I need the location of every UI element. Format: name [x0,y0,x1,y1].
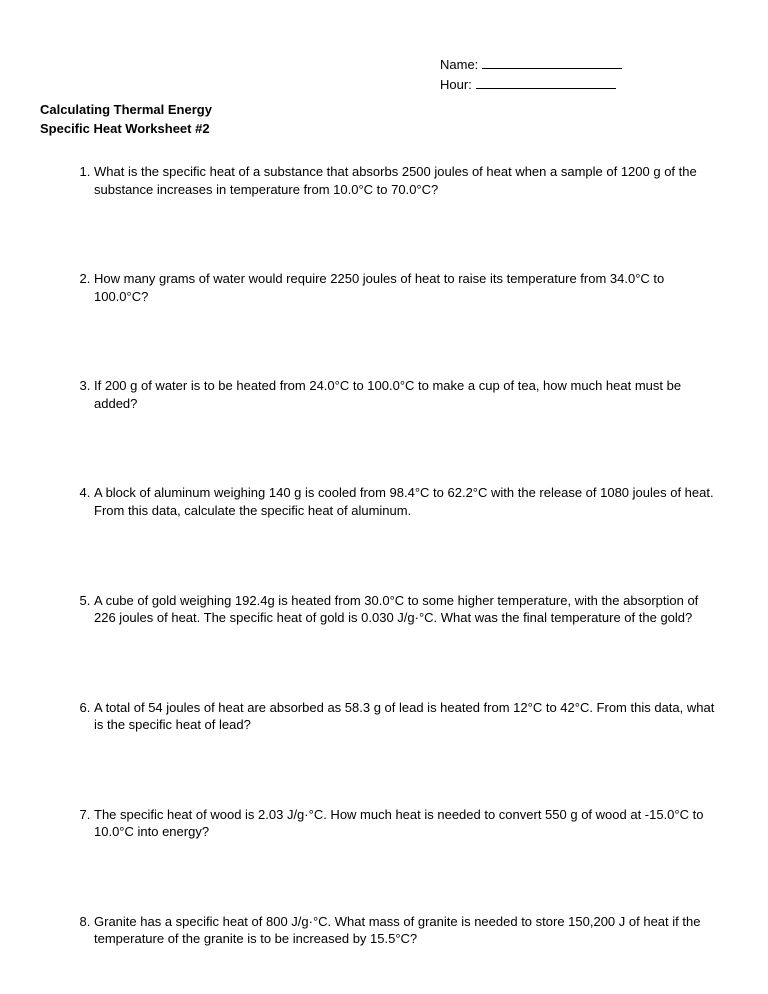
hour-label: Hour: [440,76,472,94]
header-fields: Name: Hour: [440,56,728,93]
question-item: The specific heat of wood is 2.03 J/g·°C… [94,806,728,841]
question-item: Granite has a specific heat of 800 J/g·°… [94,913,728,948]
question-item: How many grams of water would require 22… [94,270,728,305]
hour-line: Hour: [440,76,728,94]
name-blank[interactable] [482,57,622,69]
name-line: Name: [440,56,728,74]
question-item: A block of aluminum weighing 140 g is co… [94,484,728,519]
name-label: Name: [440,56,478,74]
hour-blank[interactable] [476,77,616,89]
question-item: If 200 g of water is to be heated from 2… [94,377,728,412]
title-line-1: Calculating Thermal Energy [40,101,728,119]
title-line-2: Specific Heat Worksheet #2 [40,120,728,138]
question-item: What is the specific heat of a substance… [94,163,728,198]
question-list: What is the specific heat of a substance… [40,163,728,948]
question-item: A cube of gold weighing 192.4g is heated… [94,592,728,627]
question-item: A total of 54 joules of heat are absorbe… [94,699,728,734]
worksheet-title: Calculating Thermal Energy Specific Heat… [40,101,728,137]
